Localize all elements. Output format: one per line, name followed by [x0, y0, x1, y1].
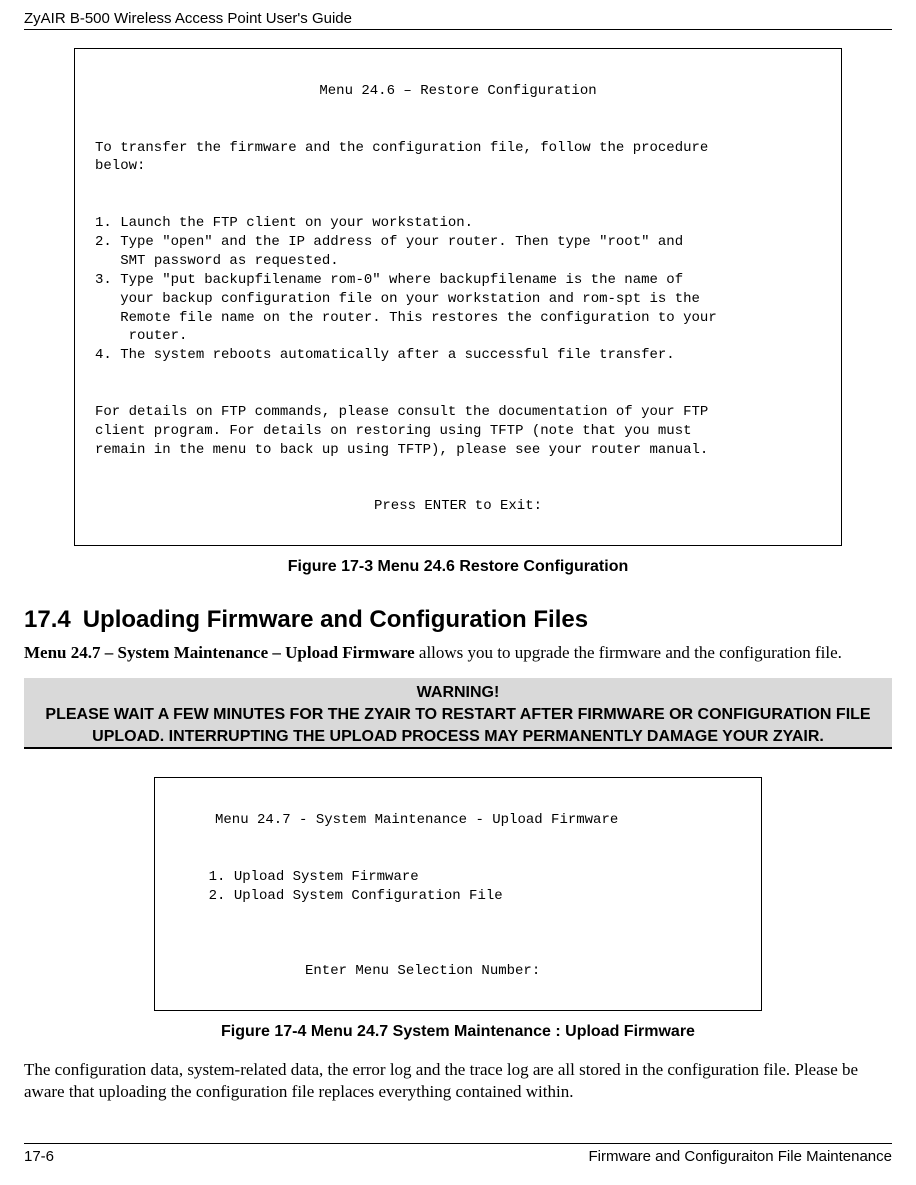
paragraph-config-data: The configuration data, system-related d… [24, 1059, 892, 1103]
terminal2-title: Menu 24.7 - System Maintenance - Upload … [175, 811, 741, 830]
page-header: ZyAIR B-500 Wireless Access Point User's… [24, 10, 892, 27]
terminal1-steps: 1. Launch the FTP client on your worksta… [95, 214, 821, 365]
para1-bold: Menu 24.7 – System Maintenance – Upload … [24, 643, 415, 662]
footer-rule [24, 1143, 892, 1144]
page-container: ZyAIR B-500 Wireless Access Point User's… [0, 0, 916, 1185]
warning-box: WARNING! PLEASE WAIT A FEW MINUTES FOR T… [24, 678, 892, 749]
terminal2-prompt: Enter Menu Selection Number: [285, 962, 741, 981]
terminal1-title: Menu 24.6 – Restore Configuration [95, 82, 821, 101]
figure-17-3-caption: Figure 17-3 Menu 24.6 Restore Configurat… [24, 558, 892, 576]
section-heading: 17.4 Uploading Firmware and Configuration… [24, 606, 892, 634]
footer-chapter-title: Firmware and Configuraiton File Maintena… [589, 1148, 892, 1165]
warning-title: WARNING! [32, 682, 884, 704]
section-title-text: Uploading Firmware and Configuration Fil… [83, 606, 588, 633]
terminal2-items: 1. Upload System Firmware 2. Upload Syst… [175, 868, 741, 906]
section-number: 17.4 [24, 606, 71, 634]
terminal-restore-config: Menu 24.6 – Restore Configuration To tra… [74, 48, 842, 546]
terminal1-prompt: Press ENTER to Exit: [95, 497, 821, 516]
terminal1-intro: To transfer the firmware and the configu… [95, 139, 821, 177]
paragraph-upload-intro: Menu 24.7 – System Maintenance – Upload … [24, 642, 892, 664]
footer-page-number: 17-6 [24, 1148, 54, 1165]
page-footer: 17-6 Firmware and Configuraiton File Mai… [24, 1148, 892, 1165]
header-rule [24, 29, 892, 30]
terminal1-details: For details on FTP commands, please cons… [95, 403, 821, 460]
para1-rest: allows you to upgrade the firmware and t… [415, 643, 842, 662]
warning-body: PLEASE WAIT A FEW MINUTES FOR THE ZYAIR … [32, 704, 884, 747]
terminal-upload-firmware: Menu 24.7 - System Maintenance - Upload … [154, 777, 762, 1011]
figure-17-4-caption: Figure 17-4 Menu 24.7 System Maintenance… [24, 1023, 892, 1041]
